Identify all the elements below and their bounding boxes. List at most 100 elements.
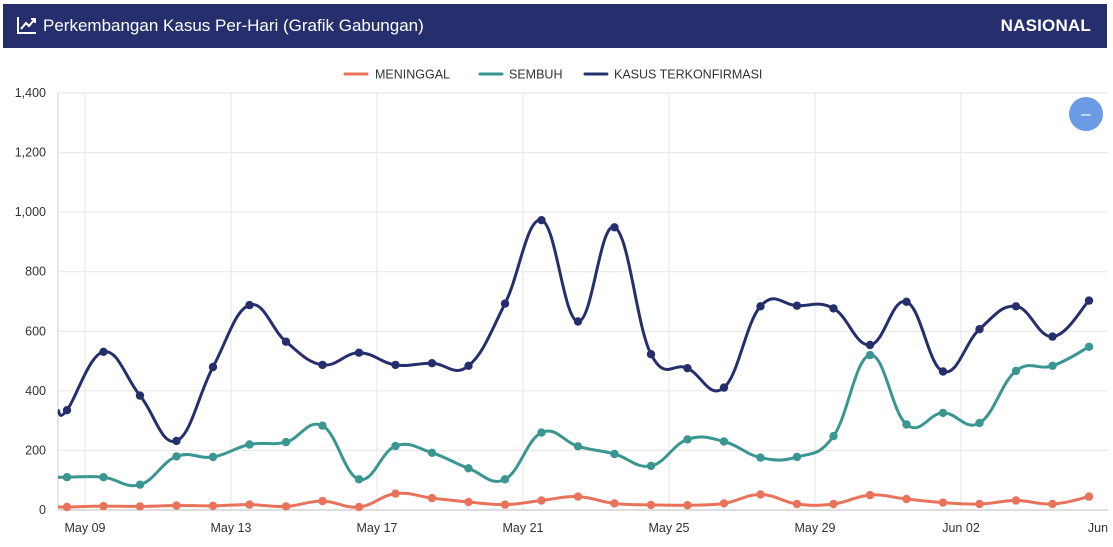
- data-point[interactable]: [756, 302, 765, 311]
- data-point[interactable]: [62, 473, 72, 482]
- data-point[interactable]: [500, 299, 510, 308]
- data-point[interactable]: [610, 449, 619, 459]
- data-point[interactable]: [1048, 332, 1057, 341]
- legend-label[interactable]: MENINGGAL: [375, 68, 450, 82]
- axis-layer: 0 200 400 600 800 1,000 1,200 1,400 May 09 May 13…: [15, 86, 1108, 535]
- data-point[interactable]: [756, 453, 765, 462]
- data-point[interactable]: [1048, 499, 1057, 509]
- data-point[interactable]: [975, 499, 984, 509]
- data-point[interactable]: [464, 497, 473, 507]
- minus-icon[interactable]: –: [1081, 104, 1091, 123]
- data-point[interactable]: [1011, 366, 1021, 376]
- data-point[interactable]: [281, 502, 291, 511]
- data-point[interactable]: [865, 350, 875, 360]
- data-point[interactable]: [208, 501, 218, 510]
- data-point[interactable]: [354, 475, 364, 484]
- data-point[interactable]: [902, 494, 911, 504]
- data-point[interactable]: [683, 364, 692, 373]
- data-point[interactable]: [172, 501, 181, 510]
- data-point[interactable]: [391, 441, 400, 451]
- data-point[interactable]: [719, 383, 729, 392]
- data-point[interactable]: [719, 499, 729, 508]
- data-point[interactable]: [135, 391, 145, 400]
- data-point[interactable]: [865, 340, 875, 350]
- data-point[interactable]: [537, 428, 546, 437]
- legend[interactable]: MENINGGAL SEMBUH KASUS TERKONFIRMASI: [343, 68, 762, 82]
- legend-item[interactable]: SEMBUH: [478, 68, 562, 82]
- data-point[interactable]: [573, 492, 583, 501]
- legend-label[interactable]: KASUS TERKONFIRMASI: [614, 68, 762, 82]
- data-point[interactable]: [464, 361, 473, 370]
- legend-label[interactable]: SEMBUH: [509, 68, 562, 82]
- data-point[interactable]: [683, 501, 692, 510]
- data-point[interactable]: [902, 297, 911, 306]
- data-point[interactable]: [391, 360, 400, 370]
- data-point[interactable]: [1048, 361, 1057, 370]
- data-point[interactable]: [902, 420, 911, 429]
- data-point[interactable]: [975, 418, 984, 428]
- data-point[interactable]: [172, 436, 181, 446]
- data-point[interactable]: [1011, 496, 1021, 505]
- data-point[interactable]: [610, 223, 619, 232]
- data-point[interactable]: [135, 480, 145, 489]
- data-point[interactable]: [1084, 296, 1094, 305]
- data-point[interactable]: [1011, 302, 1021, 311]
- data-point[interactable]: [573, 317, 583, 326]
- legend-item[interactable]: MENINGGAL: [343, 68, 450, 82]
- data-point[interactable]: [62, 406, 72, 415]
- data-point[interactable]: [245, 440, 254, 449]
- data-point[interactable]: [792, 499, 802, 509]
- data-point[interactable]: [829, 499, 838, 509]
- data-point[interactable]: [245, 500, 254, 509]
- data-point[interactable]: [391, 489, 400, 498]
- data-point[interactable]: [1084, 492, 1094, 501]
- data-point[interactable]: [573, 442, 583, 451]
- data-point[interactable]: [208, 452, 218, 462]
- data-point[interactable]: [829, 304, 838, 313]
- data-point[interactable]: [99, 501, 108, 511]
- data-point[interactable]: [354, 502, 364, 512]
- data-point[interactable]: [756, 490, 765, 499]
- data-point[interactable]: [646, 350, 656, 359]
- data-point[interactable]: [938, 408, 948, 418]
- data-point[interactable]: [281, 437, 291, 447]
- data-point[interactable]: [172, 452, 181, 461]
- data-point[interactable]: [537, 216, 546, 225]
- legend-item[interactable]: KASUS TERKONFIRMASI: [583, 68, 762, 82]
- data-point[interactable]: [318, 421, 327, 430]
- y-tick-label: 1,400: [15, 86, 46, 100]
- data-point[interactable]: [537, 496, 546, 505]
- data-point[interactable]: [865, 490, 875, 500]
- data-point[interactable]: [318, 496, 327, 506]
- data-point[interactable]: [427, 359, 437, 368]
- data-point[interactable]: [500, 475, 510, 484]
- data-point[interactable]: [354, 348, 364, 357]
- data-point[interactable]: [427, 448, 437, 457]
- data-point[interactable]: [938, 498, 948, 507]
- data-point[interactable]: [500, 500, 510, 509]
- data-point[interactable]: [975, 325, 984, 334]
- data-point[interactable]: [135, 502, 145, 511]
- data-point[interactable]: [646, 500, 656, 510]
- data-point[interactable]: [245, 300, 254, 310]
- zoom-out-button[interactable]: –: [1069, 97, 1103, 131]
- data-point[interactable]: [829, 431, 838, 441]
- region-label[interactable]: NASIONAL: [1000, 16, 1091, 35]
- data-point[interactable]: [464, 464, 473, 473]
- data-point[interactable]: [99, 347, 108, 356]
- data-point[interactable]: [99, 473, 108, 482]
- data-point[interactable]: [792, 452, 802, 462]
- data-point[interactable]: [427, 493, 437, 503]
- zoom-out-button-bg[interactable]: [1069, 97, 1103, 131]
- data-point[interactable]: [281, 337, 291, 346]
- data-point[interactable]: [792, 301, 802, 310]
- data-point[interactable]: [610, 499, 619, 508]
- data-point[interactable]: [938, 367, 948, 376]
- data-point[interactable]: [318, 360, 327, 370]
- data-point[interactable]: [208, 362, 218, 372]
- data-point[interactable]: [1084, 342, 1094, 351]
- data-point[interactable]: [719, 437, 729, 446]
- data-point[interactable]: [62, 502, 72, 512]
- data-point[interactable]: [683, 435, 692, 444]
- data-point[interactable]: [646, 461, 656, 471]
